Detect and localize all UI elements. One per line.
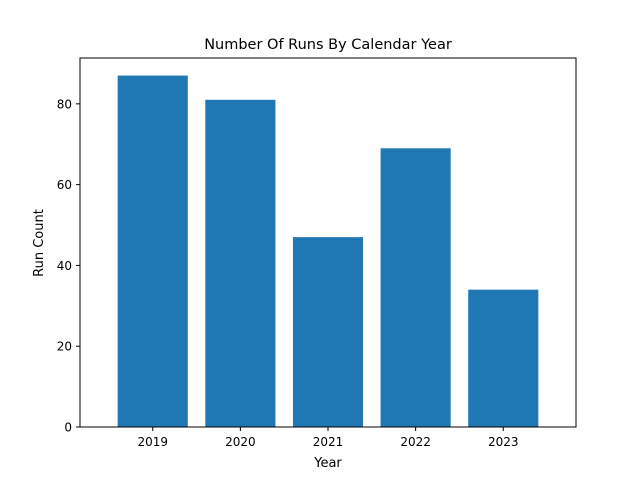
x-tick-label: 2022 <box>400 435 431 449</box>
bar-2023 <box>468 289 539 427</box>
bars-layer <box>117 75 539 428</box>
x-tick-label: 2019 <box>137 435 168 449</box>
axes-layer: 2019 2020 2021 2022 2023 0 20 40 60 80 <box>57 57 577 449</box>
y-tick-label: 20 <box>57 340 72 354</box>
x-axis-label: Year <box>313 456 342 471</box>
y-tick-label: 0 <box>64 421 72 435</box>
y-tick-label: 80 <box>57 97 72 111</box>
bar-2021 <box>292 237 364 427</box>
y-tick-label: 40 <box>57 259 72 273</box>
x-tick-label: 2021 <box>313 435 344 449</box>
y-tick-label: 60 <box>57 178 72 192</box>
x-tick-label: 2020 <box>225 435 256 449</box>
bar-2022 <box>380 148 451 427</box>
y-axis-label: Run Count <box>32 209 47 277</box>
x-tick-label: 2023 <box>488 435 519 449</box>
bar-2019 <box>117 75 188 428</box>
chart-title: Number Of Runs By Calendar Year <box>204 37 452 53</box>
bar-2020 <box>205 99 276 427</box>
